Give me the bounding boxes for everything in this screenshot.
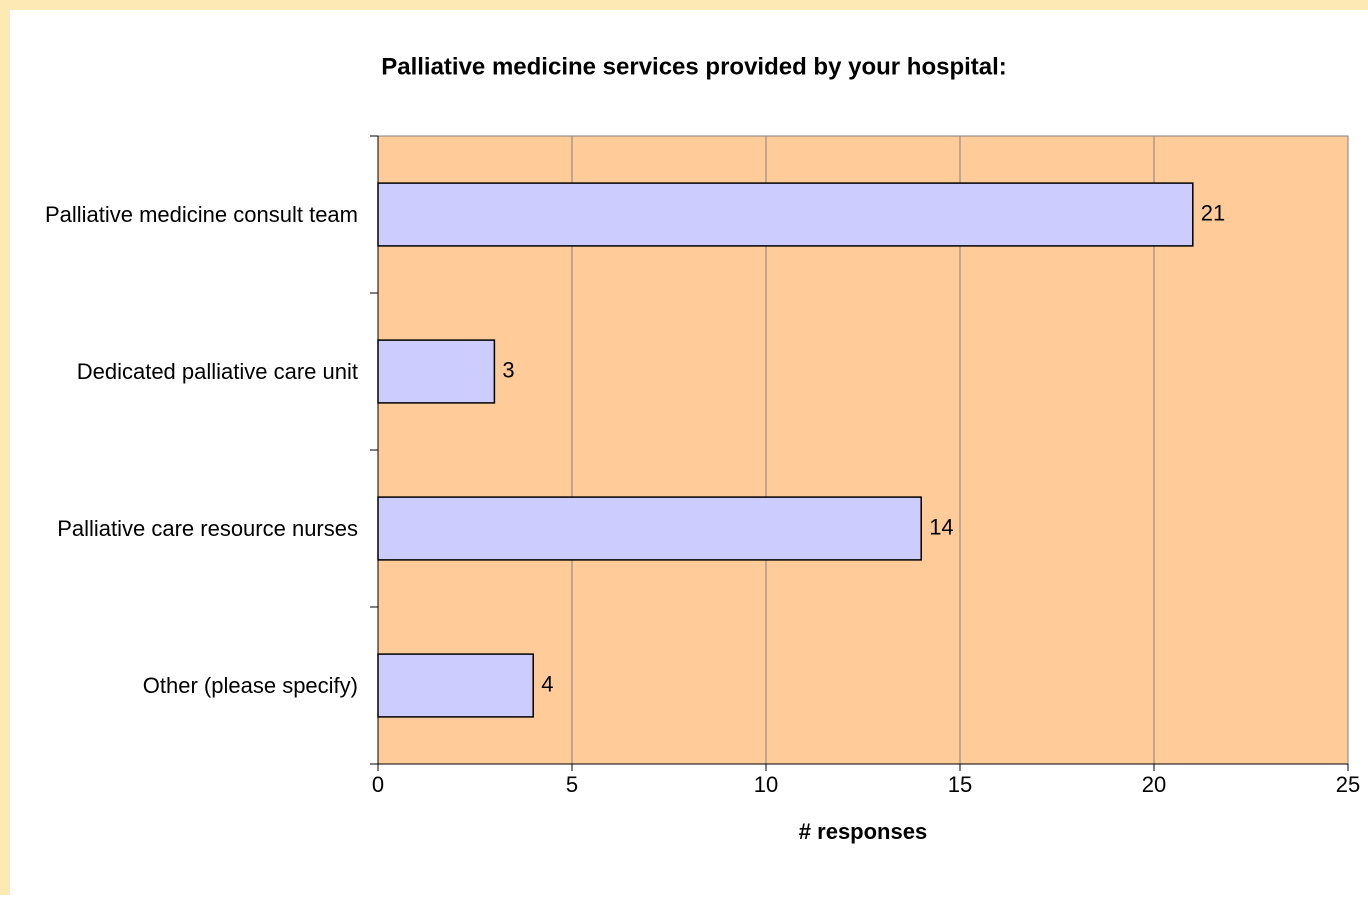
bar bbox=[377, 496, 922, 561]
category-text: Palliative care resource nurses bbox=[57, 515, 358, 541]
category-text: Palliative medicine consult team bbox=[44, 201, 358, 227]
x-tick-label: 20 bbox=[1142, 772, 1166, 797]
data-label: 14 bbox=[929, 514, 953, 539]
bar bbox=[377, 182, 1194, 247]
category-text: Dedicated palliative care unit bbox=[76, 358, 358, 384]
x-tick-label: 0 bbox=[372, 772, 384, 797]
x-tick-label: 5 bbox=[566, 772, 578, 797]
y-tick-label: Other (please specify) bbox=[28, 607, 358, 764]
data-label: 4 bbox=[541, 671, 553, 696]
x-tick-label: 25 bbox=[1336, 772, 1360, 797]
data-label: 3 bbox=[502, 357, 514, 382]
category-text: Other (please specify) bbox=[142, 672, 358, 698]
x-axis-title: # responses bbox=[799, 819, 927, 844]
x-tick-label: 10 bbox=[754, 772, 778, 797]
chart-title: Palliative medicine services provided by… bbox=[381, 53, 1007, 80]
bar bbox=[377, 339, 496, 404]
y-tick-label: Palliative care resource nurses bbox=[28, 450, 358, 607]
chart: Palliative medicine services provided by… bbox=[370, 53, 1360, 844]
y-tick-label: Dedicated palliative care unit bbox=[28, 293, 358, 450]
data-label: 21 bbox=[1201, 200, 1225, 225]
x-tick-label: 15 bbox=[948, 772, 972, 797]
y-tick-label: Palliative medicine consult team bbox=[28, 136, 358, 293]
bar bbox=[377, 653, 534, 718]
